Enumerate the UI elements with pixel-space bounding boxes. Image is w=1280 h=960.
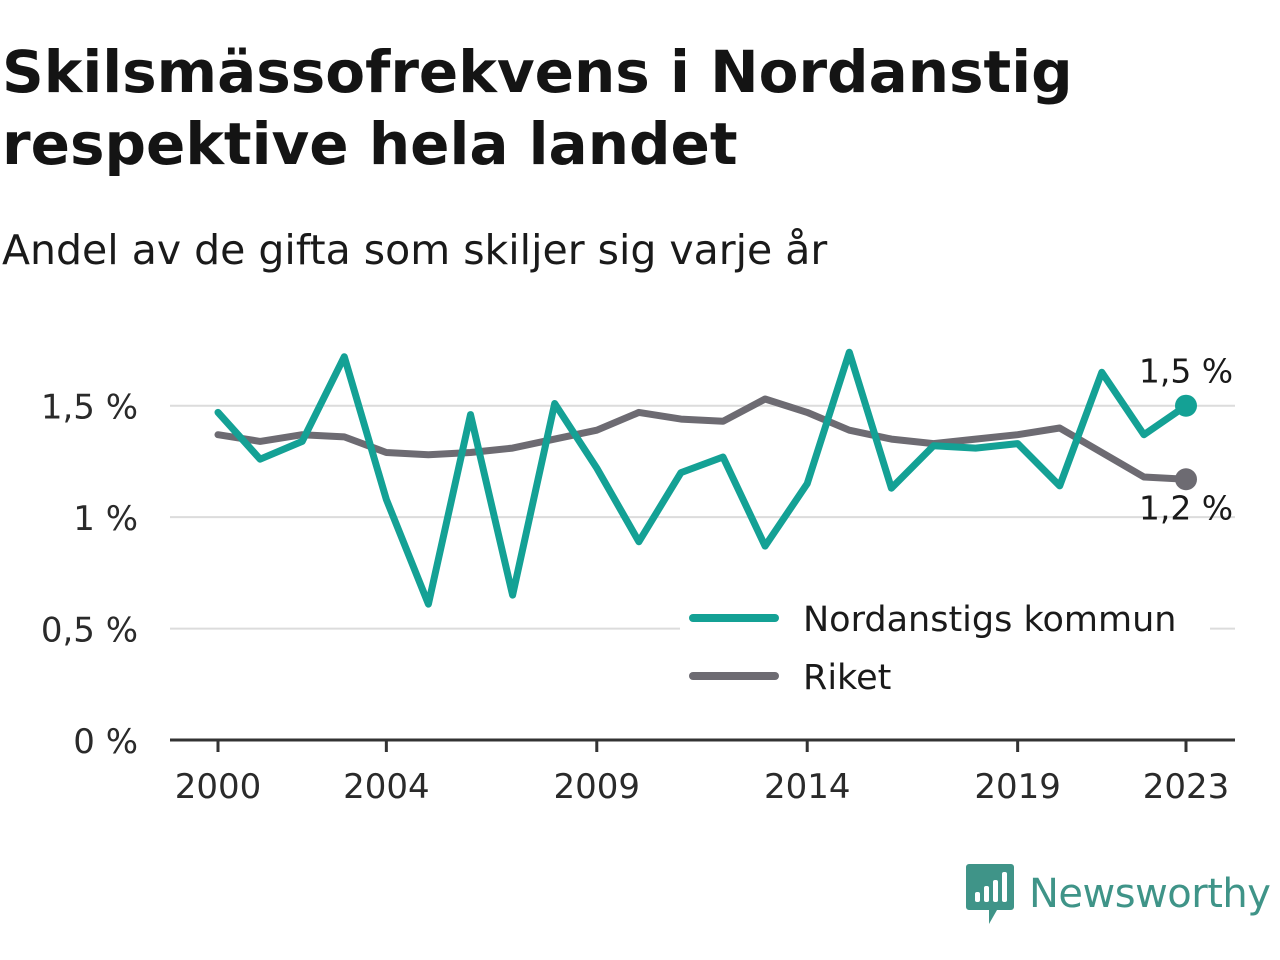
series-lines (214, 348, 1190, 608)
end-value-label: 1,2 % (1139, 488, 1233, 527)
y-axis-tick-labels: 0 % 0,5 % 1 % 1,5 % (41, 388, 138, 762)
series-line (214, 348, 1190, 608)
legend-label: Nordanstigs kommun (803, 600, 1176, 640)
y-tick-label: 0 % (73, 722, 138, 762)
y-tick-label: 0,5 % (41, 611, 138, 651)
chart-subtitle: Andel av de gifta som skiljer sig varje … (2, 226, 828, 274)
legend: Nordanstigs kommun Riket (680, 590, 1210, 708)
x-tick-label: 2023 (1143, 767, 1230, 807)
end-labels: 1,5 % 1,2 % (1139, 352, 1233, 528)
line-chart: 0 % 0,5 % 1 % 1,5 % 2000 2004 2009 2014 2019 202… (41, 348, 1235, 807)
chart-title: Skilsmässofrekvens i Nordanstig respekti… (2, 38, 1073, 178)
brand-logo: Newsworthy (965, 862, 1271, 926)
legend-background (680, 590, 1210, 708)
y-tick-label: 1,5 % (41, 388, 138, 428)
end-point-marker (1175, 468, 1197, 491)
y-tick-label: 1 % (73, 499, 138, 539)
x-axis: 2000 2004 2009 2014 2019 2023 (170, 738, 1235, 807)
brand-name: Newsworthy (1029, 871, 1271, 917)
newsworthy-logo-icon (966, 864, 1014, 924)
x-tick-label: 2019 (974, 767, 1061, 807)
x-tick-label: 2004 (343, 767, 430, 807)
end-point-marker (1175, 394, 1197, 417)
legend-label: Riket (803, 658, 891, 698)
x-tick-label: 2014 (764, 767, 851, 807)
x-tick-label: 2000 (175, 767, 262, 807)
x-tick-label: 2009 (554, 767, 641, 807)
end-value-label: 1,5 % (1139, 352, 1233, 391)
series-line (214, 395, 1190, 483)
